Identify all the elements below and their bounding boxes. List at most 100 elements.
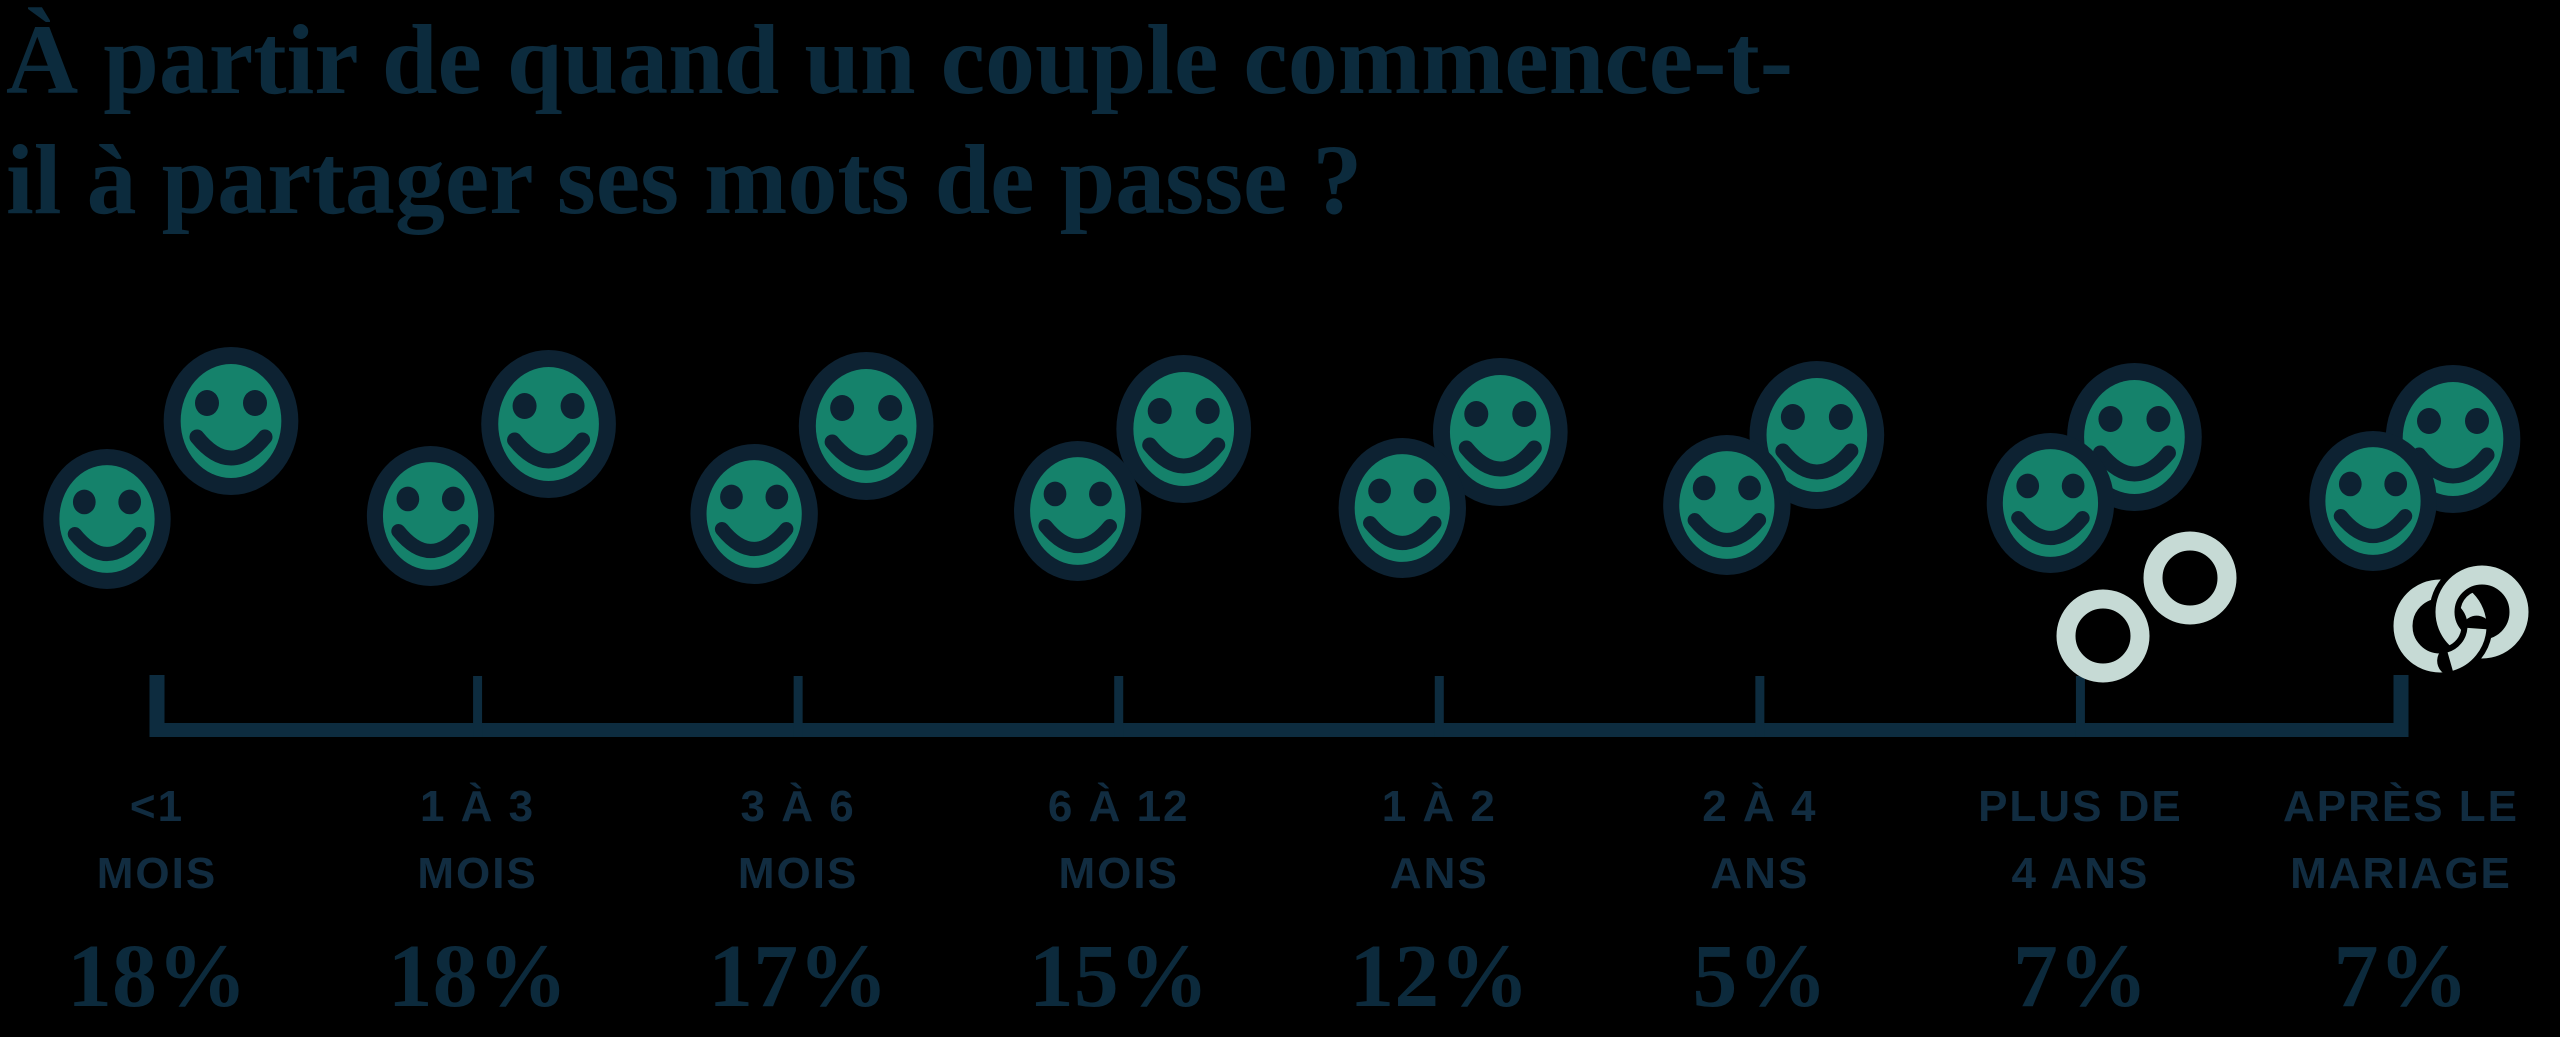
eye-icon (830, 395, 855, 421)
eye-icon (1738, 475, 1761, 501)
eye-icon (195, 390, 219, 416)
smile-icon (1142, 437, 1226, 474)
category-label: APRÈS LE MARIAGE (2282, 782, 2520, 898)
smile-icon (391, 524, 470, 559)
smiley-right-icon (163, 347, 299, 495)
eye-icon (72, 489, 96, 515)
smiley-right-icon (481, 350, 616, 498)
wedding-ring-icon (2056, 589, 2150, 683)
smile-icon (67, 527, 147, 562)
eye-icon (1147, 398, 1172, 424)
smile-icon (189, 429, 273, 466)
separate-rings-icon (2056, 531, 2237, 683)
axis-tick (1114, 676, 1124, 737)
category-label: <1 MOIS (96, 782, 218, 898)
axis-tick (2075, 676, 2085, 737)
smile-icon (2333, 509, 2413, 544)
category-label: 2 À 4 ANS (1702, 782, 1818, 898)
smiley-left-icon (2309, 431, 2437, 571)
smile-icon (507, 432, 591, 469)
smiley-pair (1014, 355, 1252, 581)
axis (149, 675, 2409, 737)
eye-icon (560, 393, 585, 419)
eye-icon (1512, 401, 1537, 427)
eye-icon (1195, 398, 1220, 424)
category-value: 15% (1028, 927, 1209, 1026)
smile-icon (1363, 516, 1442, 551)
eye-icon (1089, 481, 1112, 507)
smiley-pair (366, 350, 616, 586)
category-label: 1 À 2 ANS (1381, 782, 1497, 898)
eye-icon (441, 486, 465, 512)
eye-icon (720, 484, 743, 510)
smiley-right-icon (1116, 355, 1252, 503)
eye-icon (2061, 473, 2085, 499)
category-label: 1 À 3 MOIS (417, 782, 538, 898)
smile-icon (824, 434, 908, 471)
smiley-left-icon (1663, 435, 1791, 575)
smiley-pair (690, 352, 934, 584)
category-value: 18% (387, 927, 568, 1026)
smiley-right-icon (1749, 361, 1885, 509)
smile-icon (2092, 445, 2176, 482)
axis-tick (1434, 676, 1444, 737)
eye-icon (1464, 401, 1489, 427)
eye-icon (512, 393, 537, 419)
smiley-left-icon (1986, 433, 2115, 573)
smiley-right-icon (1432, 358, 1568, 506)
eye-icon (2016, 473, 2040, 499)
eye-icon (765, 484, 789, 510)
title-line-2: il à partager ses mots de passe ? (6, 124, 1363, 235)
page-title: À partir de quand un couple commence-t- … (6, 0, 2526, 240)
category-value: 7% (2333, 927, 2469, 1026)
eye-icon (118, 489, 142, 515)
eye-icon (1043, 481, 1067, 507)
eye-icon (2146, 406, 2171, 432)
eye-icon (2417, 408, 2441, 434)
smiley-right-icon (798, 352, 934, 500)
eye-icon (1368, 478, 1391, 504)
axis-tick (793, 676, 803, 737)
category-value: 5% (1692, 927, 1828, 1026)
smiley-pair (2309, 365, 2521, 571)
smiley-pair (1663, 361, 1885, 575)
smile-icon (1458, 440, 1542, 477)
eye-icon (1413, 478, 1437, 504)
axis-tick (2393, 675, 2409, 737)
eye-icon (2465, 408, 2489, 434)
wedding-ring-icon (2143, 531, 2237, 625)
smiley-pair (43, 347, 299, 589)
eye-icon (2338, 471, 2362, 497)
interlocked-rings-icon (2393, 559, 2535, 677)
smiley-left-icon (43, 449, 171, 589)
smiley-left-icon (1338, 438, 1466, 578)
category-value: 7% (2012, 927, 2148, 1026)
smile-icon (1038, 519, 1117, 554)
smiley-left-icon (366, 446, 495, 586)
smiley-left-icon (690, 444, 818, 584)
category-value: 17% (708, 927, 889, 1026)
axis-tick (473, 676, 483, 737)
category-value: 12% (1349, 927, 1530, 1026)
category-label: 6 À 12 MOIS (1047, 782, 1190, 898)
axis-tick (149, 675, 165, 737)
category-value: 18% (67, 927, 247, 1026)
eye-icon (2384, 471, 2408, 497)
smile-icon (1687, 513, 1767, 548)
category-label: PLUS DE 4 ANS (1978, 782, 2183, 898)
eye-icon (1780, 404, 1805, 430)
eye-icon (2098, 406, 2123, 432)
axis-tick (1755, 676, 1765, 737)
smile-icon (2011, 511, 2090, 546)
category-label: 3 À 6 MOIS (737, 782, 859, 898)
smile-icon (714, 522, 794, 557)
smile-icon (1775, 443, 1859, 480)
smiley-pair (1986, 363, 2202, 573)
title-line-1: À partir de quand un couple commence-t- (6, 4, 1794, 115)
smiley-left-icon (1014, 441, 1142, 581)
eye-icon (878, 395, 903, 421)
eye-icon (396, 486, 420, 512)
eye-icon (243, 390, 267, 416)
